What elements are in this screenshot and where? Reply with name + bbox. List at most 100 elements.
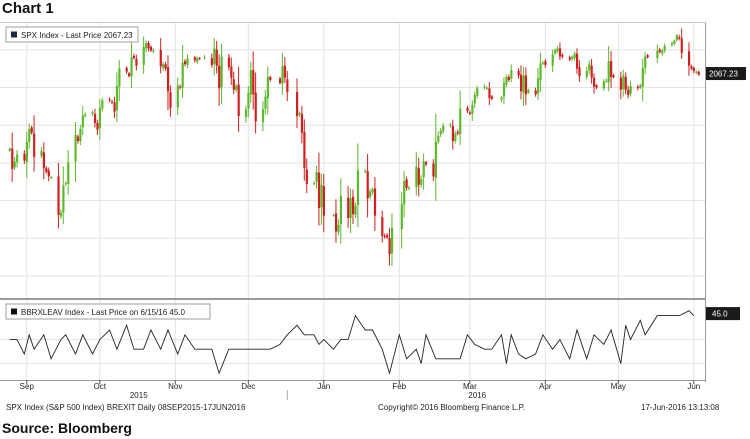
sentiment-legend-swatch — [11, 308, 17, 315]
price-candle — [629, 86, 632, 94]
price-candle — [568, 57, 571, 60]
price-candle — [96, 122, 99, 130]
price-candle — [519, 74, 523, 92]
price-candle — [269, 76, 272, 80]
price-candle — [695, 71, 698, 73]
price-candle — [25, 141, 28, 163]
price-candle — [500, 97, 503, 100]
price-candle — [30, 127, 33, 133]
price-candle — [383, 235, 386, 237]
price-candle — [218, 65, 221, 89]
price-candle — [162, 64, 165, 68]
price-candle — [522, 75, 525, 93]
price-candle — [213, 48, 216, 65]
price-candle — [573, 53, 576, 59]
price-candle — [561, 55, 564, 57]
x-axis-tick-label: Sep — [20, 382, 35, 391]
price-candle — [386, 235, 389, 238]
price-candle — [407, 187, 411, 189]
price-candle — [132, 55, 136, 59]
price-candle — [300, 113, 304, 133]
price-candle — [697, 71, 700, 75]
price-candle — [466, 107, 469, 111]
price-candle — [585, 70, 588, 77]
price-candle — [13, 161, 16, 168]
price-candle — [79, 128, 82, 142]
price-candle — [110, 101, 114, 103]
price-candle — [135, 58, 138, 66]
price-candle — [210, 58, 213, 65]
price-candle — [281, 66, 284, 84]
x-axis-tick-label: Mar — [463, 382, 477, 391]
price-candle — [320, 184, 323, 208]
price-candle — [176, 85, 179, 108]
price-candle — [687, 51, 691, 66]
price-candle — [622, 75, 625, 90]
price-candle — [145, 43, 148, 49]
price-candle — [57, 176, 60, 215]
price-candle — [152, 50, 155, 52]
price-legend-text: SPX Index - Last Price 2067.23 — [21, 31, 133, 40]
sentiment-panel: 3540BBRXLEAV Index - Last Price on 6/15/… — [0, 298, 720, 382]
price-candle — [196, 58, 199, 62]
price-candle — [364, 171, 367, 173]
price-candle — [624, 76, 627, 90]
price-candle — [169, 92, 172, 108]
price-candle — [420, 178, 423, 185]
price-candle — [661, 50, 664, 54]
price-candle — [181, 62, 184, 88]
price-candle — [554, 49, 557, 54]
price-candle — [366, 171, 369, 199]
price-candle — [232, 79, 235, 90]
price-candle — [373, 188, 377, 216]
price-candle — [558, 48, 562, 57]
price-last-value-badge — [706, 67, 746, 81]
price-candle — [627, 89, 630, 96]
price-candle — [98, 107, 102, 129]
price-candle — [619, 77, 622, 90]
x-axis-tick-label: Oct — [94, 382, 107, 391]
price-candle — [673, 40, 676, 44]
price-candle — [84, 114, 87, 117]
price-candle — [502, 83, 506, 97]
sentiment-series-line — [9, 310, 695, 375]
footer-right: 17-Jun-2016 13:13:08 — [641, 403, 720, 412]
price-candle — [422, 161, 425, 178]
price-candle — [93, 113, 97, 123]
price-candle — [636, 86, 640, 89]
price-candle — [644, 56, 647, 68]
price-candle — [612, 75, 615, 77]
price-candle — [490, 96, 493, 99]
price-candle — [67, 162, 70, 184]
sentiment-last-value-badge — [706, 307, 740, 321]
price-candle — [527, 89, 530, 93]
price-candle — [476, 88, 479, 96]
price-candle — [64, 183, 67, 185]
price-panel: 1800185019001950200020502100SPX Index - … — [0, 22, 729, 299]
price-candle — [575, 53, 579, 69]
price-candle — [203, 57, 206, 59]
price-candle — [590, 65, 593, 78]
price-candle — [571, 56, 574, 59]
price-candle — [488, 88, 491, 99]
price-candle — [249, 70, 252, 95]
x-axis-tick-label: Apr — [539, 382, 552, 391]
price-candle — [193, 57, 196, 61]
price-candle — [610, 61, 613, 77]
price-candle — [237, 84, 240, 117]
price-candle — [303, 131, 306, 169]
sentiment-legend-text: BBRXLEAV Index - Last Price on 6/15/16 4… — [21, 308, 186, 317]
chart-title: Chart 1 — [2, 0, 54, 17]
price-candle — [244, 109, 248, 117]
price-candle — [349, 198, 352, 218]
sentiment-legend-box — [5, 303, 211, 320]
price-candle — [45, 168, 48, 172]
price-candle — [690, 66, 693, 69]
price-candle — [50, 177, 53, 179]
price-candle — [215, 49, 218, 66]
price-candle — [390, 227, 394, 254]
price-candle — [33, 133, 36, 157]
price-legend-box — [5, 26, 139, 43]
price-candle — [405, 179, 408, 188]
price-candle — [670, 43, 674, 45]
